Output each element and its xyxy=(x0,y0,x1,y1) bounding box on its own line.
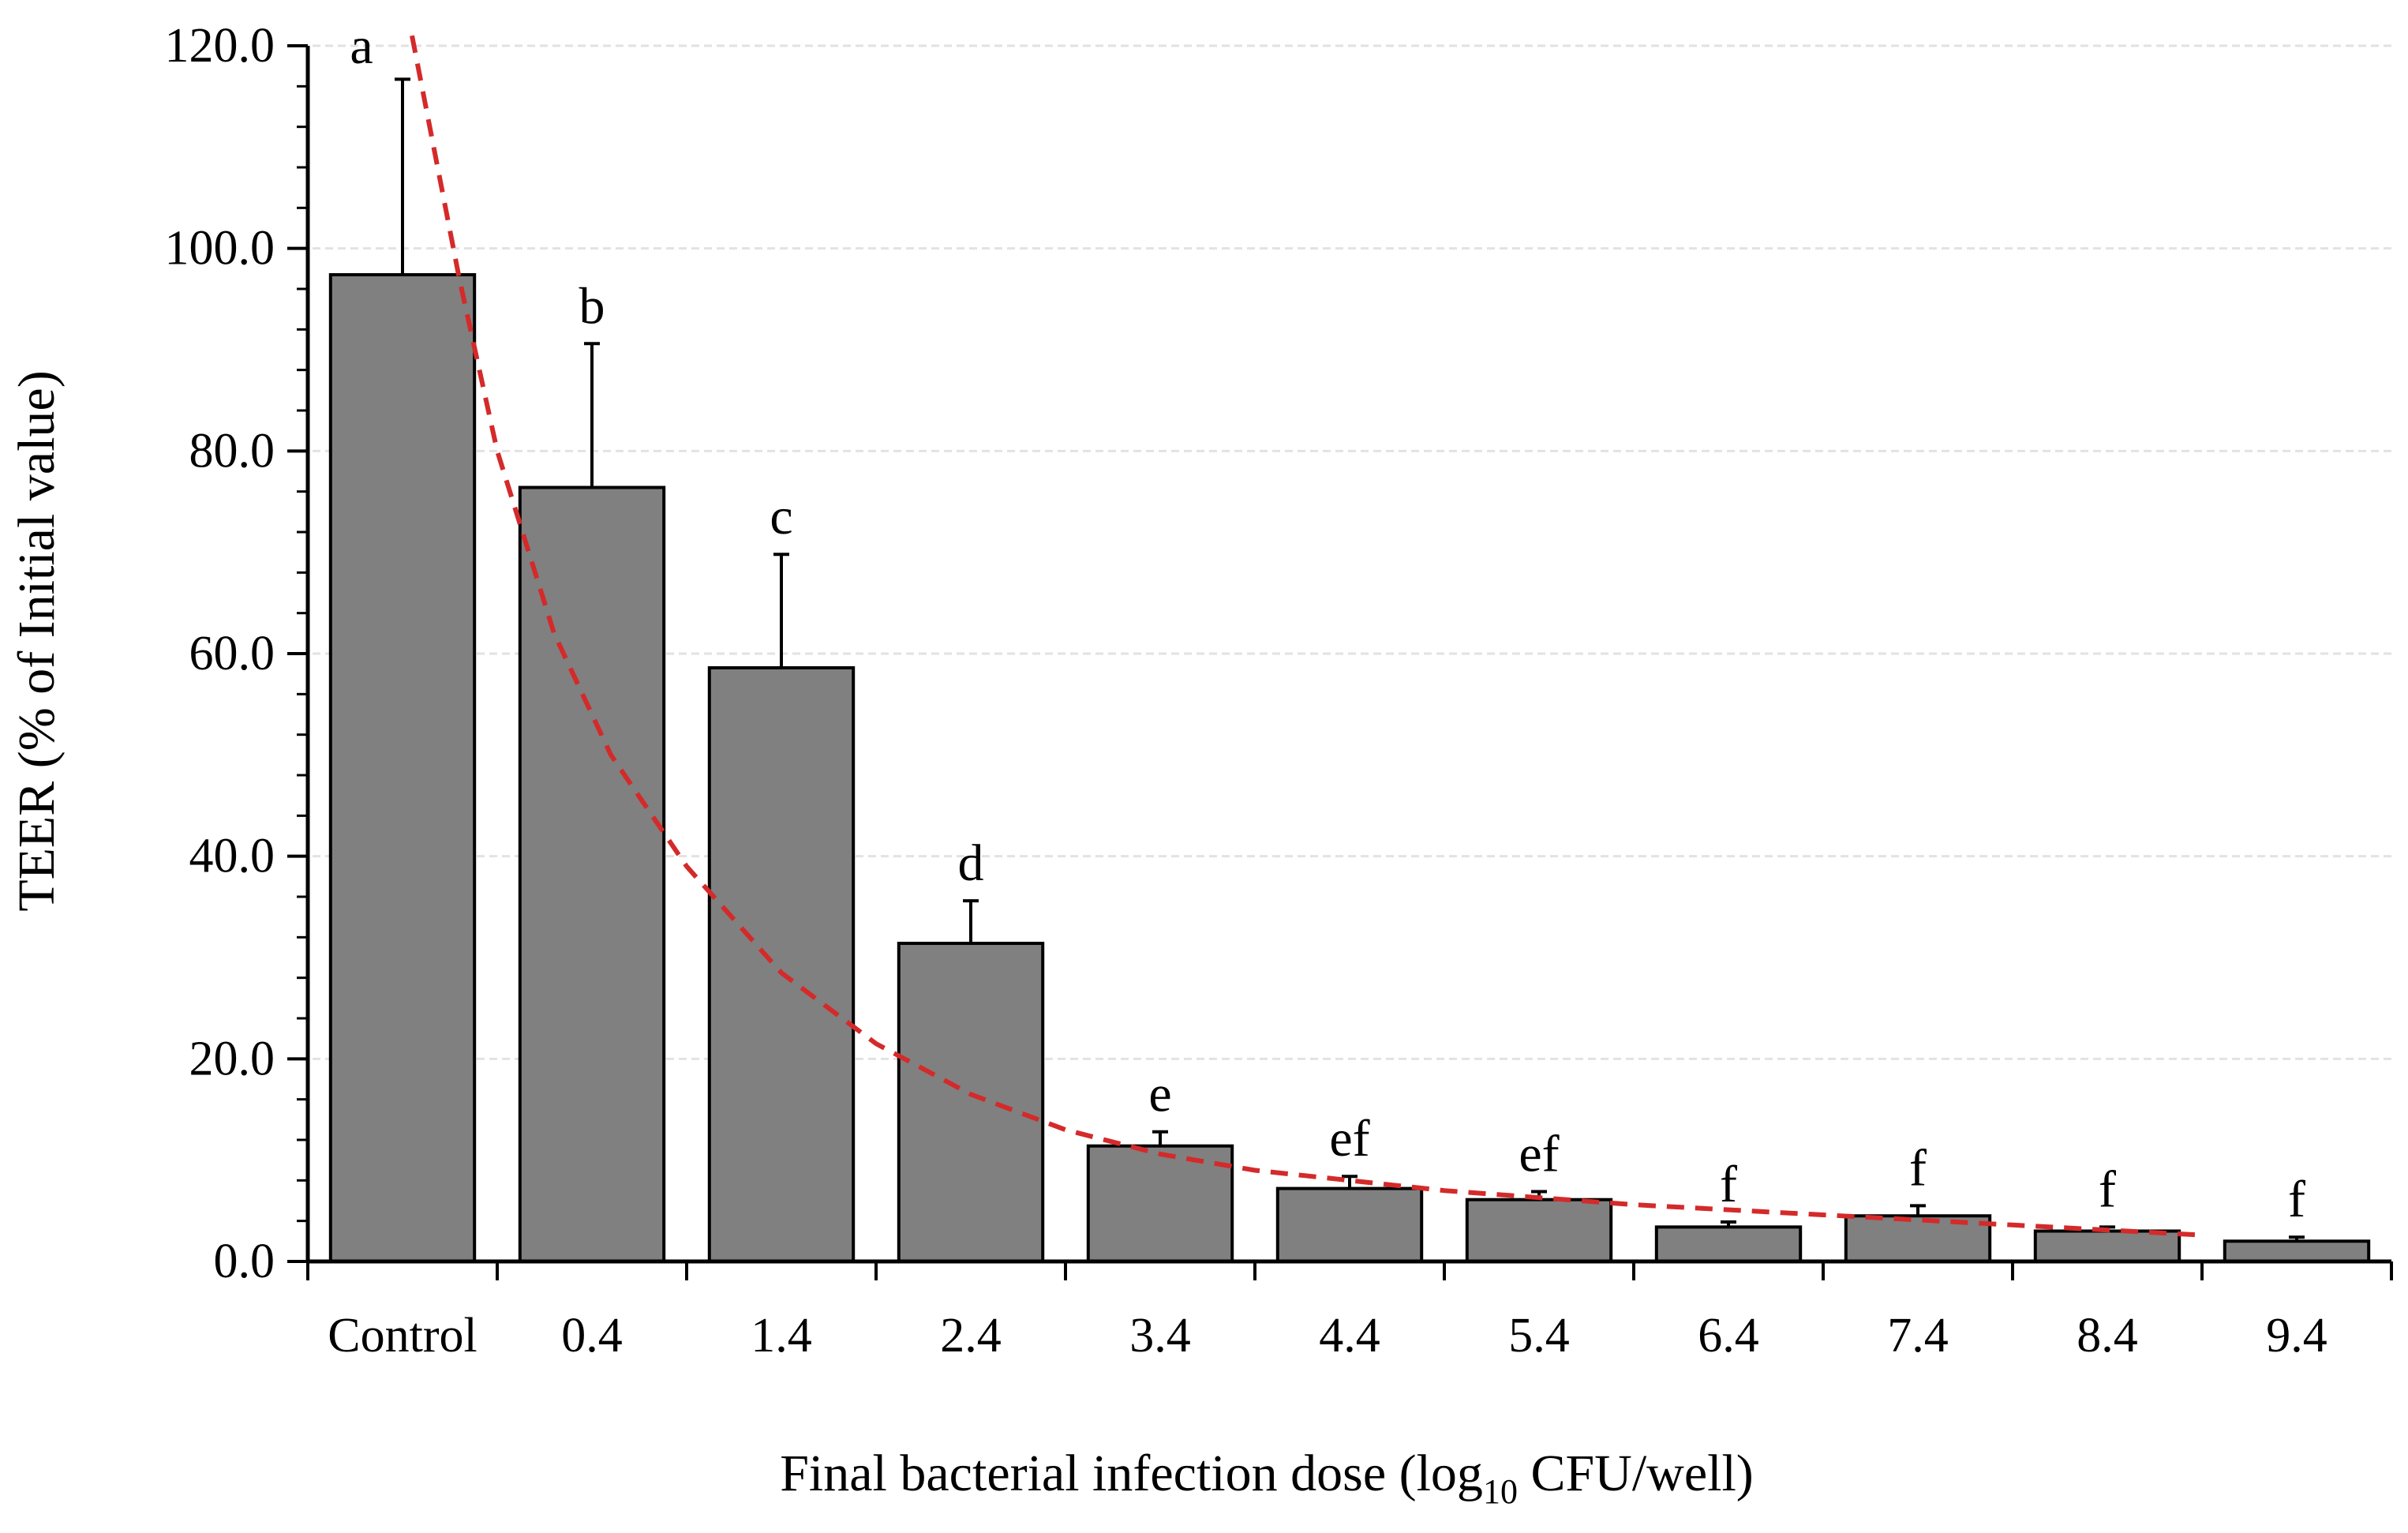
x-tick-label-6: 5.4 xyxy=(1508,1309,1570,1362)
bar-7 xyxy=(1654,1225,1803,1264)
x-axis-title-subscript: 10 xyxy=(1483,1472,1518,1511)
bar-5 xyxy=(1275,1186,1424,1263)
bar-6 xyxy=(1465,1198,1613,1264)
error-bars xyxy=(395,77,2305,1242)
x-tick-label-10: 9.4 xyxy=(2266,1309,2327,1362)
x-tick-label-1: 0.4 xyxy=(561,1309,623,1362)
y-axis-title: TEER (% of Initial value) xyxy=(8,370,66,911)
y-tick-label-5: 100.0 xyxy=(165,222,275,275)
x-tick-label-3: 2.4 xyxy=(940,1309,1002,1362)
bar-1 xyxy=(518,485,666,1263)
y-tick-label-1: 20.0 xyxy=(189,1032,275,1085)
bar-10 xyxy=(2223,1239,2371,1264)
x-tick-label-7: 6.4 xyxy=(1698,1309,1759,1362)
significance-label-0: a xyxy=(350,17,373,75)
y-tick-label-2: 40.0 xyxy=(189,830,275,883)
x-tick-label-4: 3.4 xyxy=(1129,1309,1191,1362)
y-tick-label-0: 0.0 xyxy=(214,1235,275,1288)
bar-4 xyxy=(1086,1144,1234,1263)
significance-label-10: f xyxy=(2288,1171,2305,1228)
bar-9 xyxy=(2033,1229,2181,1263)
y-tick-label-3: 60.0 xyxy=(189,627,275,680)
significance-label-4: e xyxy=(1148,1066,1171,1123)
x-tick-label-0: Control xyxy=(328,1309,477,1362)
significance-label-6: ef xyxy=(1519,1125,1559,1183)
axes xyxy=(287,44,2393,1280)
trendline xyxy=(410,35,2203,1238)
bar-3 xyxy=(897,942,1045,1263)
significance-label-3: d xyxy=(958,834,984,892)
x-tick-label-9: 8.4 xyxy=(2077,1309,2138,1362)
significance-label-8: f xyxy=(1909,1139,1927,1197)
bar-0 xyxy=(328,273,477,1263)
significance-label-7: f xyxy=(1720,1156,1737,1213)
significance-label-5: ef xyxy=(1329,1110,1369,1168)
y-tick-label-4: 80.0 xyxy=(189,424,275,478)
bar-2 xyxy=(707,665,856,1263)
bar-8 xyxy=(1844,1214,1992,1263)
trendline-curve xyxy=(410,35,2203,1238)
x-axis-title: Final bacterial infection dose (log10 CF… xyxy=(780,1445,1754,1511)
x-tick-label-2: 1.4 xyxy=(751,1309,812,1362)
x-axis-title-tail: CFU/well) xyxy=(1518,1445,1754,1502)
x-axis-title-main: Final bacterial infection dose (log xyxy=(780,1445,1483,1502)
significance-label-9: f xyxy=(2099,1160,2116,1218)
y-tick-label-6: 120.0 xyxy=(165,19,275,73)
x-tick-label-8: 7.4 xyxy=(1887,1309,1949,1362)
significance-label-2: c xyxy=(770,488,792,545)
labels: a Control b 0.4 c 1.4 d 2.4 e 3.4 ef 4.4 ef 5.4 f 6.4 f 7… xyxy=(165,17,2327,1362)
significance-label-1: b xyxy=(579,277,605,335)
x-tick-label-5: 4.4 xyxy=(1319,1309,1380,1362)
